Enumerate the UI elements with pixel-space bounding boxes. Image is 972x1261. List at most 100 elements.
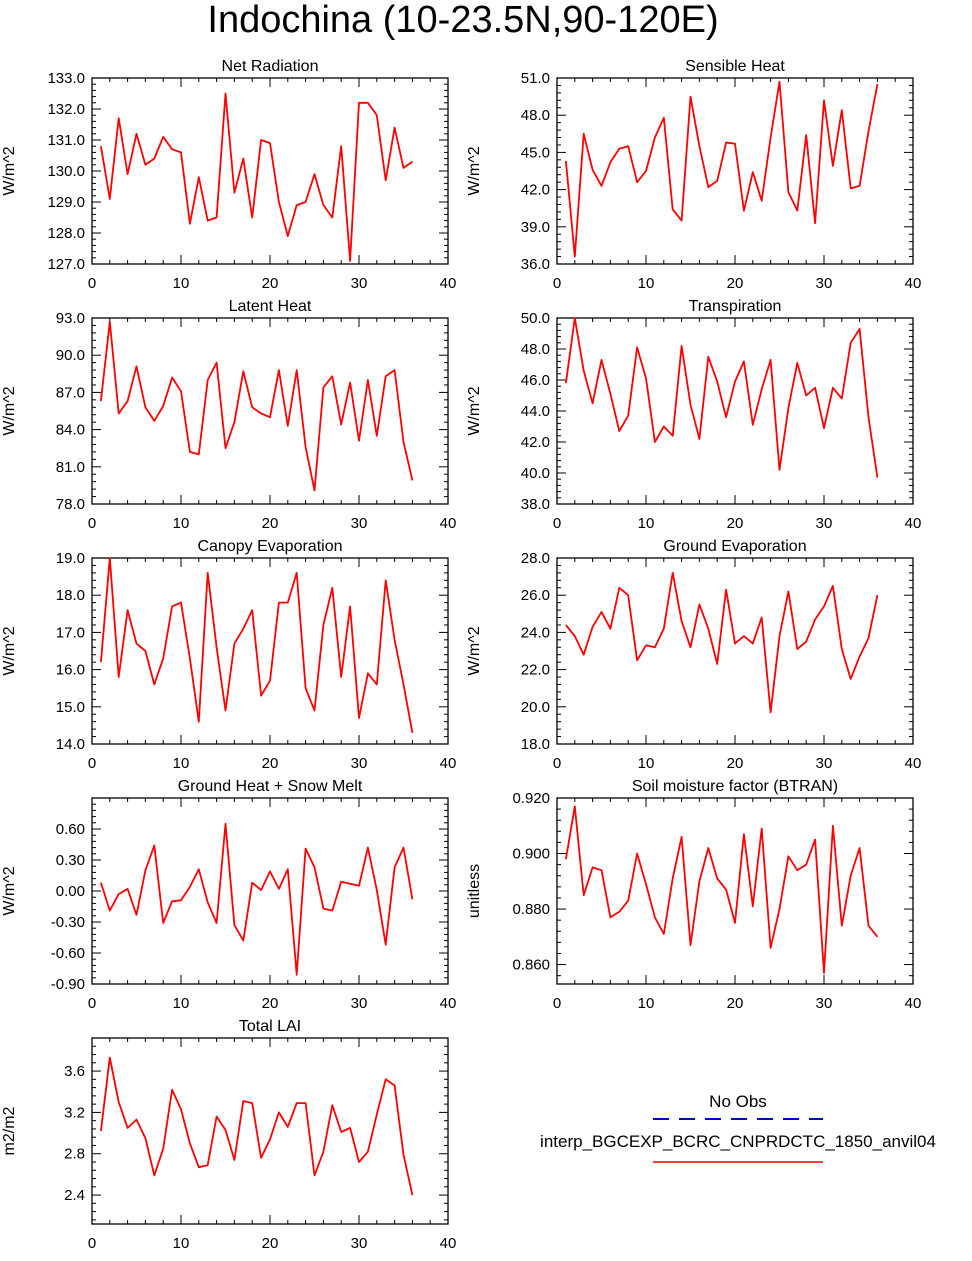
data-point xyxy=(225,1129,227,1131)
data-point xyxy=(743,635,745,637)
data-point xyxy=(314,1174,316,1176)
data-point xyxy=(770,137,772,139)
data-point xyxy=(805,134,807,136)
data-point xyxy=(100,661,102,663)
y-axis-label: W/m^2 xyxy=(466,146,483,195)
panel-title: Net Radiation xyxy=(222,58,319,75)
legend: No Obs interp_BGCEXP_BCRC_CNPRDCTC_1850_… xyxy=(540,1092,936,1163)
data-point xyxy=(180,151,182,153)
data-point xyxy=(868,925,870,927)
data-point xyxy=(314,866,316,868)
data-point xyxy=(779,81,781,83)
data-point xyxy=(796,648,798,650)
data-point xyxy=(162,136,164,138)
data-point xyxy=(690,944,692,946)
data-point xyxy=(636,346,638,348)
data-point xyxy=(787,407,789,409)
data-point xyxy=(153,845,155,847)
data-point xyxy=(109,557,111,559)
data-point xyxy=(340,881,342,883)
data-point xyxy=(805,864,807,866)
data-point xyxy=(322,204,324,206)
data-point xyxy=(565,858,567,860)
data-point xyxy=(565,160,567,162)
data-point xyxy=(225,823,227,825)
data-point xyxy=(278,201,280,203)
x-tick-label: 20 xyxy=(727,515,744,532)
y-tick-label: 24.0 xyxy=(521,624,550,641)
data-point xyxy=(109,321,111,323)
data-point xyxy=(850,187,852,189)
data-point xyxy=(180,602,182,604)
data-point xyxy=(109,1057,111,1059)
x-tick-label: 0 xyxy=(88,1235,96,1252)
panel-canopy-evaporation: Canopy Evaporation W/m^2 0 10 20 30 40 14.0 15.0… xyxy=(1,538,456,772)
data-point xyxy=(403,1154,405,1156)
data-point xyxy=(411,161,413,163)
y-tick-label: 0.880 xyxy=(512,901,550,918)
data-point xyxy=(251,406,253,408)
data-point xyxy=(411,898,413,900)
data-point xyxy=(796,210,798,212)
data-point xyxy=(260,139,262,141)
y-tick-label: 42.0 xyxy=(521,434,550,451)
data-point xyxy=(411,732,413,734)
panel-total-lai: Total LAI m2/m2 0 10 20 30 40 2.4 2.8 3.2 3.6 xyxy=(1,1018,456,1252)
series-line xyxy=(100,92,413,262)
x-tick-label: 20 xyxy=(262,275,279,292)
data-point xyxy=(144,650,146,652)
y-tick-label: -0.60 xyxy=(51,945,85,962)
x-tick-label: 40 xyxy=(440,275,457,292)
data-point xyxy=(216,646,218,648)
data-point xyxy=(225,447,227,449)
data-point xyxy=(153,420,155,422)
data-point xyxy=(171,148,173,150)
data-point xyxy=(734,381,736,383)
data-point xyxy=(305,848,307,850)
y-tick-label: 0.860 xyxy=(512,957,550,974)
data-point xyxy=(601,359,603,361)
y-tick-label: 48.0 xyxy=(521,107,550,124)
panel-title: Ground Heat + Snow Melt xyxy=(178,778,363,795)
data-point xyxy=(707,628,709,630)
panels: Net Radiation W/m^2 0 10 20 30 40 127.0 128.0 129… xyxy=(1,58,921,1252)
data-point xyxy=(636,853,638,855)
data-point xyxy=(296,204,298,206)
data-point xyxy=(127,173,129,175)
y-tick-label: 3.6 xyxy=(64,1063,85,1080)
data-point xyxy=(216,922,218,924)
data-point xyxy=(859,328,861,330)
data-point xyxy=(681,836,683,838)
data-point xyxy=(162,1148,164,1150)
data-point xyxy=(349,382,351,384)
plot-frame xyxy=(556,317,914,505)
panel-sensible-heat: Sensible Heat W/m^2 0 10 20 30 40 36.0 39.0 42.0 4… xyxy=(466,58,921,292)
x-tick-label: 20 xyxy=(262,515,279,532)
data-point xyxy=(574,635,576,637)
x-tick-label: 10 xyxy=(173,1235,190,1252)
data-point xyxy=(707,186,709,188)
x-tick-label: 0 xyxy=(553,515,561,532)
data-point xyxy=(314,489,316,491)
data-point xyxy=(690,646,692,648)
data-point xyxy=(340,424,342,426)
data-point xyxy=(654,441,656,443)
x-tick-label: 10 xyxy=(173,755,190,772)
data-point xyxy=(876,936,878,938)
legend-label-model: interp_BGCEXP_BCRC_CNPRDCTC_1850_anvil04 xyxy=(540,1132,936,1151)
data-point xyxy=(251,1102,253,1104)
y-tick-label: 42.0 xyxy=(521,182,550,199)
panel-title: Sensible Heat xyxy=(685,58,785,75)
data-point xyxy=(403,684,405,686)
y-axis-label: W/m^2 xyxy=(1,626,18,675)
data-point xyxy=(805,641,807,643)
data-point xyxy=(322,624,324,626)
data-point xyxy=(796,362,798,364)
data-point xyxy=(761,828,763,830)
data-point xyxy=(189,451,191,453)
data-point xyxy=(153,158,155,160)
data-point xyxy=(189,223,191,225)
data-point xyxy=(565,382,567,384)
x-tick-label: 10 xyxy=(173,275,190,292)
data-point xyxy=(609,628,611,630)
